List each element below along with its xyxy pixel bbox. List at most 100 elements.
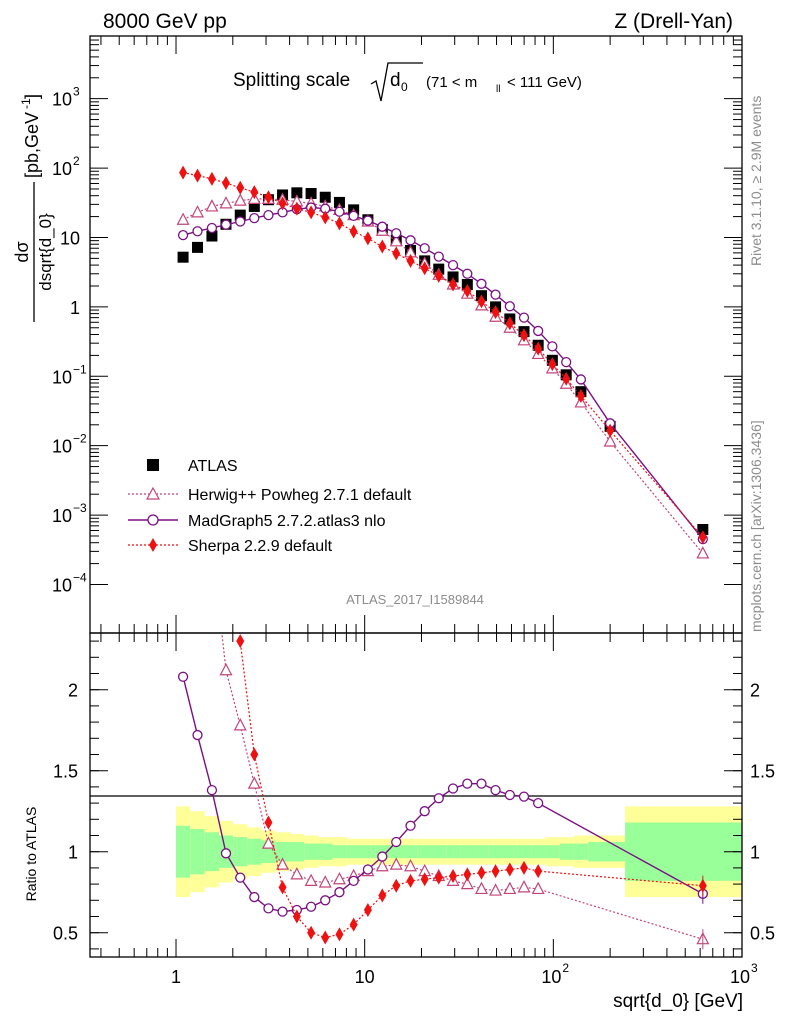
ratio-data-point: [320, 895, 331, 906]
data-point: [477, 294, 486, 309]
data-point: [696, 546, 710, 559]
header-left-label: 8000 GeV pp: [103, 10, 227, 33]
ratio-data-point: [307, 925, 316, 940]
ratio-data-point: [233, 718, 247, 731]
main-y-tick-exponent: −3: [73, 501, 87, 515]
data-point: [191, 205, 205, 218]
ratio-data-point: [235, 872, 246, 883]
series-line: [182, 172, 704, 538]
ratio-data-point: [519, 860, 528, 875]
main-y-tick-exponent: 3: [73, 85, 80, 99]
ratio-axis-ticks: 2 21.5 1.51 10.5 0.51 10 10 2 10 3: [53, 633, 775, 987]
title-sqrt-variable: d: [390, 70, 401, 91]
data-point: [234, 209, 246, 221]
data-point: [389, 234, 403, 247]
rivet-version-label: Rivet 3.1.10, ≥ 2.9M events: [748, 96, 764, 266]
y-label-unit: [pb,GeV: [22, 112, 42, 178]
series-sherpa-2-2-9-default: [179, 165, 707, 545]
main-y-axis-label: dσ dsqrt{d_0} [pb,GeV -1 ]: [12, 94, 55, 322]
ratio-data-point: [434, 870, 443, 885]
ratio-data-point: [476, 778, 487, 789]
ratio-data-point: [249, 891, 260, 903]
legend-marker-sherpa: [149, 538, 157, 552]
data-point: [476, 278, 487, 289]
series-atlas: [177, 187, 709, 535]
data-point: [505, 316, 514, 331]
ratio-data-point: [420, 872, 429, 887]
main-y-tick-label: 10: [52, 575, 72, 595]
ratio-y-tick-label-left: 1.5: [53, 762, 78, 782]
legend-marker-madgraph: [147, 514, 159, 526]
main-y-tick-label: 10: [52, 90, 72, 110]
data-point: [335, 216, 344, 231]
data-point: [193, 168, 202, 183]
main-y-tick-label: 10: [52, 506, 72, 526]
mcplots-reference-label: mcplots.cern.ch [arXiv:1306.3436]: [748, 420, 764, 632]
data-point: [292, 201, 301, 216]
ratio-data-point: [447, 783, 459, 794]
stat-uncertainty-band: [545, 845, 560, 859]
data-point: [321, 210, 330, 225]
data-point: [176, 212, 190, 225]
ratio-y-tick-label-right: 1: [750, 843, 760, 863]
data-point: [206, 230, 218, 242]
data-point: [278, 196, 287, 211]
ratio-data-point: [503, 881, 517, 895]
data-point: [319, 191, 331, 203]
ratio-y-tick-label-left: 2: [68, 681, 78, 701]
ratio-y-tick-label-left: 1: [68, 843, 78, 863]
ratio-data-point: [375, 858, 389, 872]
data-point: [334, 206, 345, 217]
data-point: [249, 212, 260, 224]
ratio-data-point: [490, 784, 501, 796]
stat-uncertainty-band: [431, 845, 447, 859]
ratio-data-point: [278, 880, 287, 895]
ratio-data-point: [474, 881, 488, 895]
data-point: [177, 230, 189, 241]
ratio-data-point: [292, 909, 301, 924]
ratio-data-point: [406, 873, 415, 888]
data-point: [263, 209, 274, 221]
data-point: [333, 196, 345, 208]
ratio-data-point: [250, 747, 259, 762]
ratio-series-sherpa-2-2-9-default: [236, 633, 707, 945]
ratio-data-point: [247, 776, 261, 789]
ratio-data-point: [264, 815, 273, 830]
ratio-data-point: [378, 888, 387, 903]
main-y-tick-label: 10: [60, 228, 80, 248]
data-point: [179, 165, 188, 180]
legend: ATLAS Herwig++ Powheg 2.7.1 default MadG…: [128, 458, 412, 555]
data-point: [420, 261, 429, 276]
stat-uncertainty-band: [290, 841, 305, 862]
data-point: [419, 243, 430, 254]
legend-label-herwig: Herwig++ Powheg 2.7.1 default: [188, 487, 412, 504]
x-tick-label: 10: [541, 967, 561, 987]
data-point: [533, 325, 544, 337]
stat-uncertainty-band: [233, 837, 248, 867]
data-point: [562, 371, 571, 386]
stat-uncertainty-band: [360, 845, 376, 859]
stat-uncertainty-band: [403, 845, 418, 859]
legend-marker-atlas: [147, 459, 159, 471]
data-point: [518, 312, 530, 323]
header-right-label: Z (Drell-Yan): [614, 10, 733, 33]
data-point: [348, 210, 359, 221]
stat-uncertainty-band: [275, 841, 291, 862]
ratio-data-point: [518, 791, 530, 802]
stat-uncertainty-band: [531, 845, 546, 859]
ratio-data-point: [290, 867, 304, 880]
ratio-uncertainty-bands: [176, 806, 742, 898]
y-label-denominator: dsqrt{d_0}: [36, 213, 55, 291]
ratio-data-point: [363, 903, 372, 918]
data-point: [576, 388, 585, 403]
stat-uncertainty-band: [304, 843, 319, 860]
ratio-data-point: [419, 806, 430, 817]
ratio-data-point: [236, 634, 245, 649]
legend-label-sherpa: Sherpa 2.2.9 default: [188, 538, 333, 555]
title-range-subscript: ll: [496, 84, 500, 95]
ratio-data-point: [335, 927, 344, 942]
y-label-unit-superscript: -1: [19, 98, 33, 109]
data-point: [433, 251, 444, 262]
legend-label-madgraph: MadGraph5 2.7.2.atlas3 nlo: [188, 513, 386, 530]
stat-uncertainty-band: [474, 845, 489, 859]
